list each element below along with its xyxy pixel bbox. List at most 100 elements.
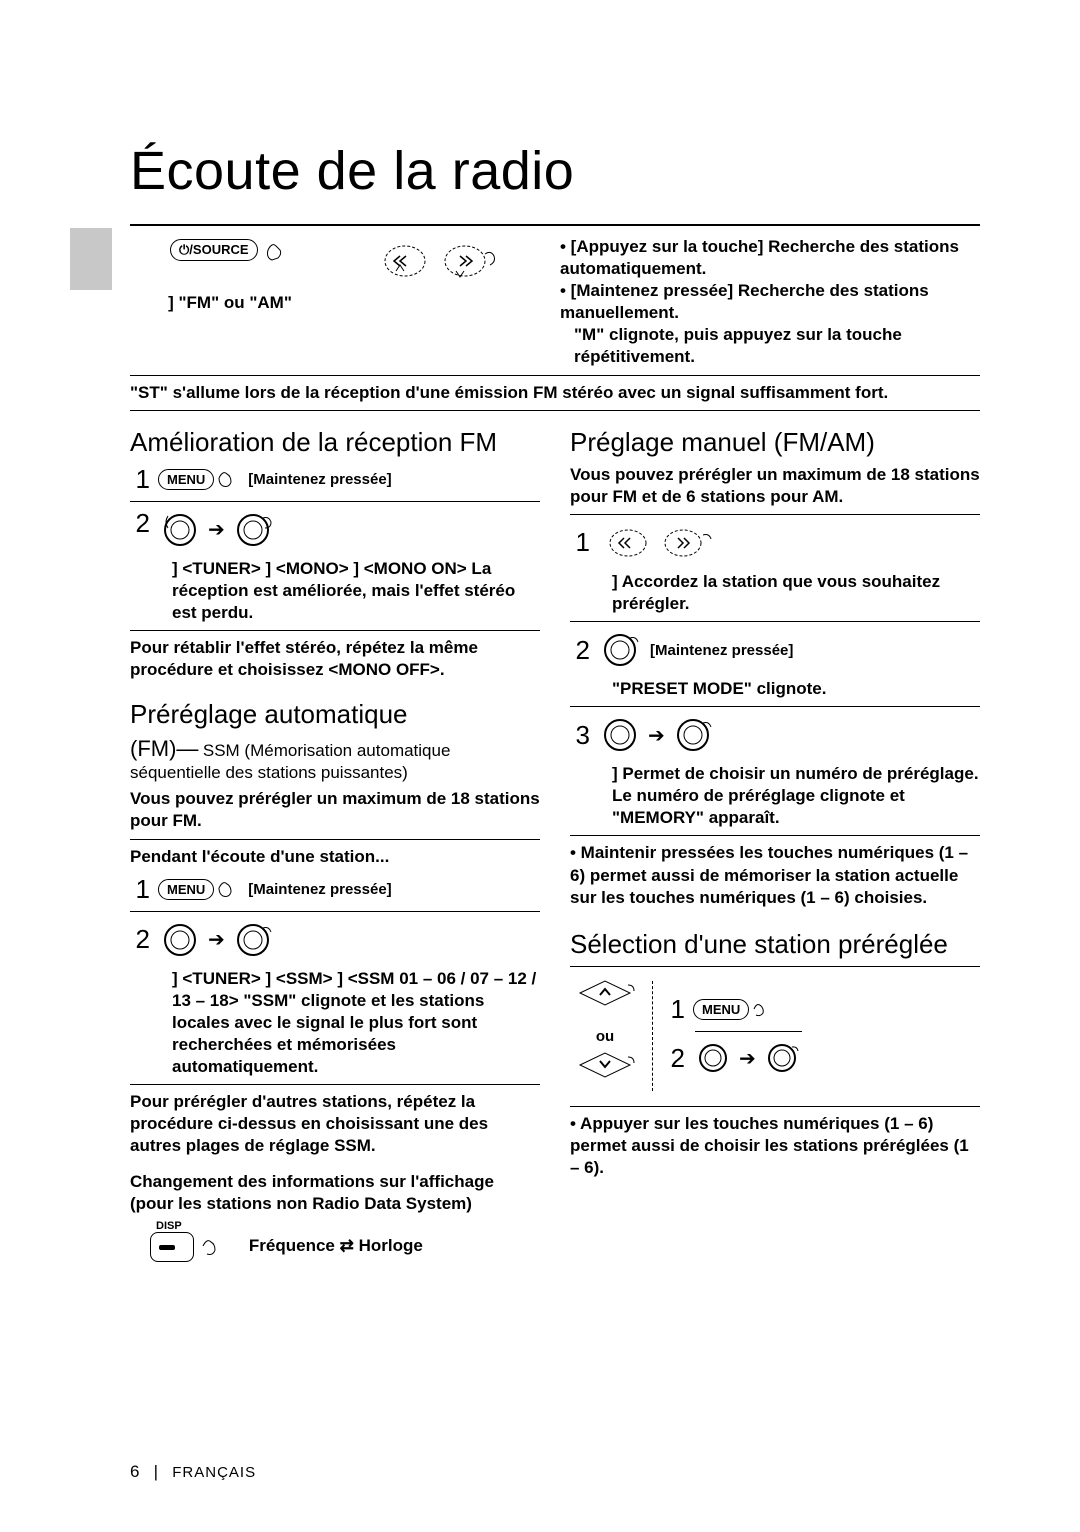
- step-number: 2: [665, 1043, 693, 1074]
- auto-preset-sub: (FM)— SSM (Mémorisation automatique séqu…: [130, 736, 540, 784]
- step-number: 1: [570, 527, 598, 558]
- page-language: FRANÇAIS: [172, 1464, 256, 1481]
- select-right-block: 1 MENU 2 ➔: [665, 988, 802, 1084]
- select-preset-row: ou 1 MENU: [570, 973, 980, 1100]
- top-note-2: • [Maintenez pressée] Recherche des stat…: [560, 280, 980, 324]
- sel-sep-0: [570, 966, 980, 967]
- menu-button[interactable]: MENU: [693, 999, 749, 1020]
- man-step-2: 2 [Maintenez pressée]: [570, 628, 980, 672]
- man-sep-0: [570, 514, 980, 515]
- knob-turn-icon: [158, 918, 202, 962]
- arrow-right-icon: ➔: [206, 517, 227, 542]
- auto-sep-2: [130, 1084, 540, 1085]
- knob-press-icon: [231, 508, 275, 552]
- man-step-1: 1: [570, 521, 980, 565]
- arrow-right-icon: ➔: [737, 1046, 758, 1071]
- knob-turn-press: ➔: [158, 918, 275, 962]
- knob-turn-icon: [693, 1038, 733, 1078]
- knob-turn-press: ➔: [158, 508, 275, 552]
- man-bullet: • Maintenir pressées les touches numériq…: [570, 842, 980, 908]
- step-number: 2: [570, 635, 598, 666]
- sep-2: [130, 410, 980, 411]
- dashed-separator: [652, 981, 653, 1091]
- auto-other-text: Pour prérégler d'autres stations, répéte…: [130, 1091, 540, 1157]
- auto-step-2-text: ] <TUNER> ] <SSM> ] <SSM 01 – 06 / 07 – …: [130, 968, 540, 1078]
- down-button-icon: [570, 1045, 640, 1095]
- top-note-3: "M" clignote, puis appuyez sur la touche…: [560, 324, 980, 368]
- ou-label: ou: [570, 1028, 640, 1045]
- auto-preset-heading: Préréglage automatique: [130, 699, 540, 730]
- man-step-3-text-1: ] Permet de choisir un numéro de prérégl…: [570, 763, 980, 785]
- knob-turn-press: ➔: [598, 713, 715, 757]
- source-button-label: ⏻/SOURCE: [179, 242, 249, 258]
- page-footer: 6 | FRANÇAIS: [130, 1462, 256, 1482]
- menu-button[interactable]: MENU: [158, 469, 214, 490]
- auto-step-1: 1 MENU [Maintenez pressée]: [130, 874, 540, 905]
- menu-button-label: MENU: [702, 1002, 740, 1017]
- sel-step-1: 1 MENU: [665, 994, 802, 1025]
- page-title: Écoute de la radio: [130, 140, 980, 202]
- disp-row: DISP Fréquence ⇄ Horloge: [130, 1220, 540, 1262]
- step-number: 2: [130, 508, 158, 539]
- step-number: 1: [130, 464, 158, 495]
- auto-step-2: 2 ➔: [130, 918, 540, 962]
- auto-sep-0: [130, 839, 540, 840]
- sel-sep-1: [695, 1031, 802, 1032]
- menu-button-label: MENU: [167, 472, 205, 487]
- fm-step-1: 1 MENU [Maintenez pressée]: [130, 464, 540, 495]
- fm-step-2-text: ] <TUNER> ] <MONO> ] <MONO ON> La récept…: [130, 558, 540, 624]
- select-preset-heading: Sélection d'une station préréglée: [570, 929, 980, 960]
- hold-label: [Maintenez pressée]: [248, 471, 391, 488]
- menu-button[interactable]: MENU: [158, 879, 214, 900]
- seek-block: [360, 236, 530, 291]
- menu-button-label: MENU: [167, 882, 205, 897]
- hand-icon: [198, 1234, 224, 1260]
- main-columns: Amélioration de la réception FM 1 MENU […: [130, 417, 980, 1262]
- knob-turn-icon: [158, 508, 202, 552]
- page-content: Écoute de la radio ⏻/SOURCE ] "FM" ou "A…: [0, 0, 1080, 1302]
- man-sep-2: [570, 706, 980, 707]
- disp-sequence: Fréquence ⇄ Horloge: [249, 1236, 423, 1255]
- disp-button[interactable]: [150, 1232, 194, 1262]
- top-row: ⏻/SOURCE ] "FM" ou "AM" • [Appuyez sur l…: [130, 236, 980, 369]
- page-number: 6: [130, 1462, 139, 1481]
- knob-turn-press: ➔: [693, 1038, 802, 1078]
- manual-max: Vous pouvez prérégler un maximum de 18 s…: [570, 464, 980, 508]
- hand-icon: [749, 998, 773, 1022]
- fm-improve-heading: Amélioration de la réception FM: [130, 427, 540, 458]
- source-button[interactable]: ⏻/SOURCE: [170, 239, 258, 261]
- auto-sub-1: (FM)—: [130, 736, 198, 761]
- source-selection-text: ] "FM" ou "AM": [130, 292, 330, 314]
- seek-buttons-icon: [598, 521, 748, 565]
- left-column: Amélioration de la réception FM 1 MENU […: [130, 417, 540, 1262]
- disp-heading: Changement des informations sur l'affich…: [130, 1171, 540, 1215]
- man-step-3-text-2: Le numéro de préréglage clignote et "MEM…: [570, 785, 980, 829]
- up-button-icon: [570, 973, 640, 1023]
- auto-sep-1: [130, 911, 540, 912]
- fm-restore-text: Pour rétablir l'effet stéréo, répétez la…: [130, 637, 540, 681]
- step-number: 1: [130, 874, 158, 905]
- manual-preset-heading: Préglage manuel (FM/AM): [570, 427, 980, 458]
- knob-press-icon: [762, 1038, 802, 1078]
- top-note-1: • [Appuyez sur la touche] Recherche des …: [560, 236, 980, 280]
- updown-block: ou: [570, 973, 640, 1100]
- step-number: 3: [570, 720, 598, 751]
- knob-press-icon: [598, 628, 642, 672]
- hand-icon: [214, 466, 240, 492]
- man-step-1-text: ] Accordez la station que vous souhaitez…: [570, 571, 980, 615]
- sel-sep-2: [570, 1106, 980, 1107]
- hold-label: [Maintenez pressée]: [650, 642, 793, 659]
- hand-icon: [262, 236, 290, 264]
- disp-label: DISP: [156, 1220, 540, 1232]
- arrow-right-icon: ➔: [646, 723, 667, 748]
- step-number: 2: [130, 924, 158, 955]
- fm-sep-2: [130, 630, 540, 631]
- st-indicator-note: "ST" s'allume lors de la réception d'une…: [130, 382, 980, 404]
- seek-buttons-icon: [370, 236, 520, 286]
- man-step-3: 3 ➔: [570, 713, 980, 757]
- sep-1: [130, 375, 980, 376]
- man-sep-1: [570, 621, 980, 622]
- knob-press-icon: [671, 713, 715, 757]
- knob-turn-icon: [598, 713, 642, 757]
- auto-max: Vous pouvez prérégler un maximum de 18 s…: [130, 788, 540, 832]
